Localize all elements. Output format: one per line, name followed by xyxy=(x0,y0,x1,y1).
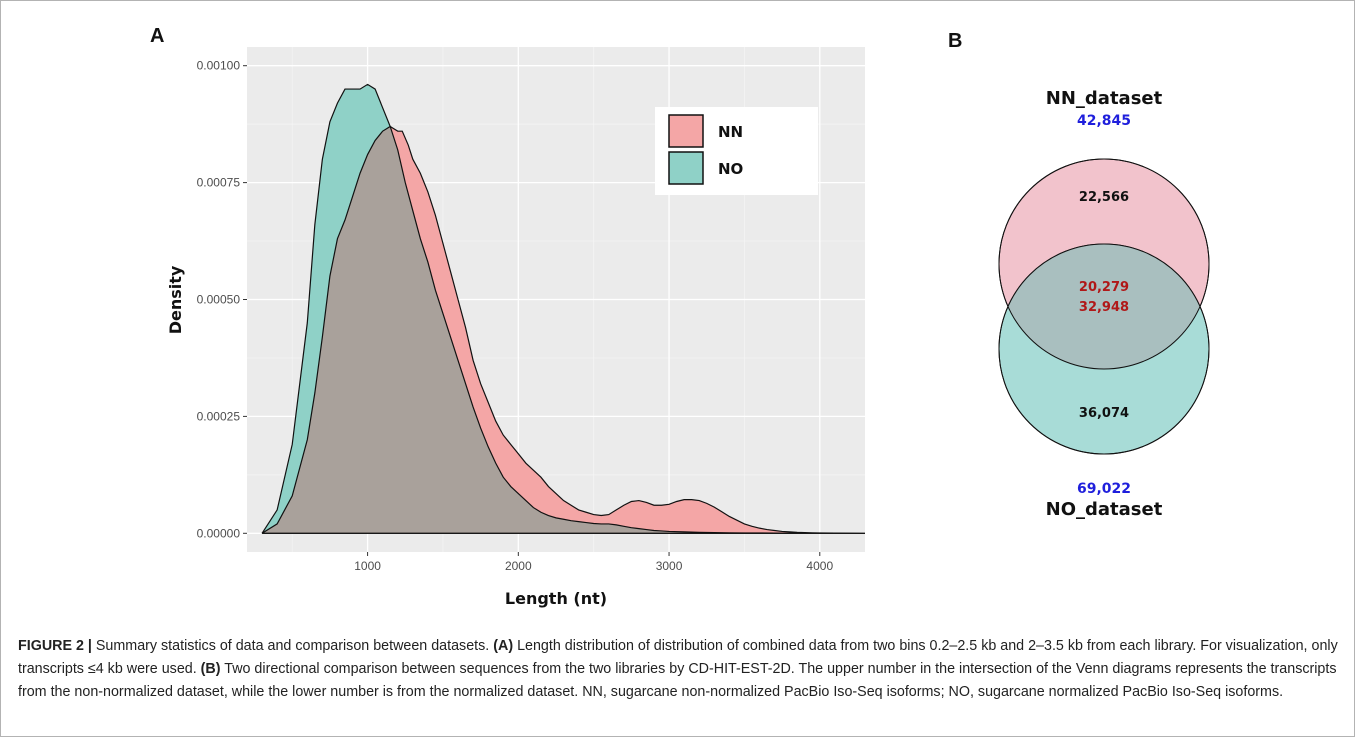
caption-intro: Summary statistics of data and compariso… xyxy=(91,638,494,654)
y-tick-label: 0.00100 xyxy=(197,59,241,73)
density-plot: 1000 2000 3000 4000 0.00000 0.00025 0.00050 0.0… xyxy=(166,47,865,608)
venn-intersection xyxy=(999,244,1209,369)
x-tick-label: 3000 xyxy=(656,559,683,573)
y-tick-label: 0.00025 xyxy=(197,409,241,423)
caption-b-text: Two directional comparison between seque… xyxy=(18,661,1337,700)
legend-label-nn: NN xyxy=(718,123,743,141)
y-tick-label: 0.00050 xyxy=(197,293,241,307)
density-areas xyxy=(261,83,865,534)
y-tick-label: 0.00000 xyxy=(197,526,241,540)
x-tick-label: 1000 xyxy=(354,559,381,573)
outline-no xyxy=(261,83,865,534)
x-tick-label: 4000 xyxy=(806,559,833,573)
legend-label-no: NO xyxy=(718,160,743,178)
panel-b-label: B xyxy=(948,30,962,52)
y-tick-label: 0.00075 xyxy=(197,176,241,190)
venn-circle-no-outline xyxy=(998,243,1210,455)
caption-a-text: Length distribution of distribution of c… xyxy=(18,638,1338,677)
figure-caption: FIGURE 2 | Summary statistics of data an… xyxy=(18,635,1338,704)
caption-b-tag: (B) xyxy=(200,661,221,677)
venn-total-no: 69,022 xyxy=(1077,481,1131,497)
caption-a-tag: (A) xyxy=(493,638,514,654)
x-tick-label: 2000 xyxy=(505,559,532,573)
venn-unique-nn: 22,566 xyxy=(1079,190,1129,205)
venn-intersection-lower: 32,948 xyxy=(1079,300,1129,315)
axis-ticks: 1000 2000 3000 4000 0.00000 0.00025 0.00050 0.0… xyxy=(197,59,834,573)
venn-set-name-nn: NN_dataset xyxy=(1046,88,1163,109)
venn-unique-no: 36,074 xyxy=(1079,406,1129,421)
x-axis-title: Length (nt) xyxy=(505,589,607,608)
figure-graphic: A B 1000 2000 3000 4000 0.00000 0.00025 0.0005… xyxy=(150,25,1210,608)
outline-nn xyxy=(261,125,865,534)
legend-swatch-nn xyxy=(668,114,704,148)
legend: NN NO xyxy=(655,107,818,195)
panel-a-label: A xyxy=(150,25,164,47)
venn-diagram: NN_dataset 42,845 22,566 20,279 32,948 3… xyxy=(998,88,1210,520)
venn-circle-nn-outline xyxy=(998,158,1210,370)
venn-set-name-no: NO_dataset xyxy=(1046,499,1163,520)
y-axis-title: Density xyxy=(166,265,185,334)
venn-total-nn: 42,845 xyxy=(1077,113,1131,129)
legend-swatch-no xyxy=(668,151,704,185)
area-overlap xyxy=(262,126,865,534)
caption-label: FIGURE 2 | xyxy=(18,638,92,654)
venn-intersection-upper: 20,279 xyxy=(1079,280,1129,295)
